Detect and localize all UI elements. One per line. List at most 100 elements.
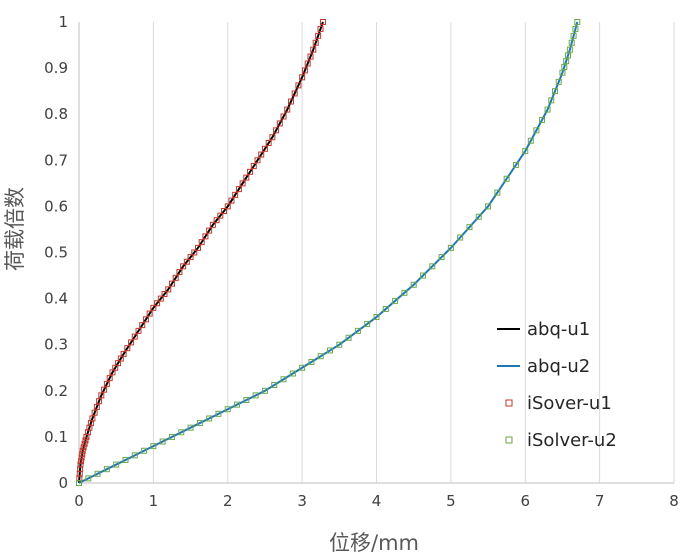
legend: abq-u1 abq-u2 iSover-u1 iSolver-u2 xyxy=(497,319,617,451)
series-marker-isover-u1 xyxy=(284,106,291,113)
legend-swatch-isover-u1 xyxy=(505,399,513,407)
series-marker-isolver-u2 xyxy=(94,470,101,477)
series-marker-isolver-u2 xyxy=(150,443,157,450)
series-marker-isolver-u2 xyxy=(113,461,120,468)
series-marker-isover-u1 xyxy=(154,300,161,307)
series-marker-isover-u1 xyxy=(176,269,183,276)
series-marker-isolver-u2 xyxy=(299,364,306,371)
x-tick-label: 2 xyxy=(223,492,233,510)
series-marker-isover-u1 xyxy=(202,233,209,240)
series-marker-isover-u1 xyxy=(269,134,276,141)
series-marker-isolver-u2 xyxy=(85,475,92,482)
series-marker-isolver-u2 xyxy=(280,376,287,383)
series-marker-isolver-u2 xyxy=(438,254,445,261)
series-marker-isover-u1 xyxy=(124,345,131,352)
series-marker-isolver-u2 xyxy=(187,424,194,431)
series-marker-isover-u1 xyxy=(291,90,298,97)
series-marker-isolver-u2 xyxy=(103,466,110,473)
series-marker-isolver-u2 xyxy=(373,314,380,321)
series-marker-isolver-u2 xyxy=(566,46,573,53)
series-marker-isover-u1 xyxy=(135,327,142,334)
series-marker-isover-u1 xyxy=(273,127,280,134)
series-marker-isolver-u2 xyxy=(494,189,501,196)
series-marker-isover-u1 xyxy=(307,53,314,60)
series-marker-isolver-u2 xyxy=(354,327,361,334)
series-line-abq-u1 xyxy=(78,21,324,484)
y-tick-label: 1 xyxy=(58,13,68,31)
series-marker-isolver-u2 xyxy=(122,456,129,463)
series-marker-isolver-u2 xyxy=(522,148,529,155)
x-axis-title: 位移/mm xyxy=(329,531,419,555)
series-marker-isover-u1 xyxy=(93,403,100,410)
series-marker-isolver-u2 xyxy=(261,387,268,394)
series-marker-isover-u1 xyxy=(172,274,179,281)
series-marker-isover-u1 xyxy=(287,98,294,105)
series-marker-isover-u1 xyxy=(139,322,146,329)
series-marker-isover-u1 xyxy=(165,286,172,293)
series-marker-isolver-u2 xyxy=(568,39,575,46)
series-marker-isolver-u2 xyxy=(538,116,545,123)
series-marker-isolver-u2 xyxy=(457,234,464,241)
y-tick-label: 0.4 xyxy=(44,290,68,308)
series-marker-isolver-u2 xyxy=(168,433,175,440)
series-marker-isolver-u2 xyxy=(555,78,562,85)
series-marker-isover-u1 xyxy=(91,409,98,416)
x-tick-label: 3 xyxy=(297,492,307,510)
series-line-abq-u2 xyxy=(78,21,579,484)
x-tick-label: 6 xyxy=(520,492,530,510)
series-marker-isolver-u2 xyxy=(206,415,213,422)
series-marker-isolver-u2 xyxy=(382,305,389,312)
series-marker-isolver-u2 xyxy=(336,341,343,348)
series-marker-isolver-u2 xyxy=(178,429,185,436)
axis-layer xyxy=(78,22,674,484)
y-tick-label: 0.3 xyxy=(44,336,68,354)
series-marker-isolver-u2 xyxy=(410,281,417,288)
series-marker-isover-u1 xyxy=(131,333,138,340)
series-marker-isolver-u2 xyxy=(533,127,540,134)
series-marker-isolver-u2 xyxy=(559,69,566,76)
series-marker-isover-u1 xyxy=(312,39,319,46)
series-marker-isolver-u2 xyxy=(503,175,510,182)
x-tick-label: 5 xyxy=(446,492,456,510)
series-marker-isover-u1 xyxy=(168,280,175,287)
series-marker-isolver-u2 xyxy=(131,452,138,459)
series-marker-isover-u1 xyxy=(299,74,306,81)
series-marker-isolver-u2 xyxy=(561,63,568,70)
series-marker-isover-u1 xyxy=(319,19,326,25)
series-marker-isover-u1 xyxy=(78,458,85,465)
series-marker-isover-u1 xyxy=(106,375,113,382)
series-marker-isolver-u2 xyxy=(570,32,577,39)
series-marker-isover-u1 xyxy=(79,451,86,458)
series-marker-isolver-u2 xyxy=(572,25,579,32)
y-tick-label: 0.2 xyxy=(44,382,68,400)
legend-label-abq-u2: abq-u2 xyxy=(527,356,590,377)
series-marker-isover-u1 xyxy=(101,386,108,393)
series-marker-isolver-u2 xyxy=(234,401,241,408)
grid-layer xyxy=(152,22,675,483)
y-tick-label: 0.9 xyxy=(44,59,68,77)
series-marker-isover-u1 xyxy=(98,392,105,399)
series-marker-isolver-u2 xyxy=(141,447,148,454)
series-marker-isover-u1 xyxy=(250,163,257,170)
y-tick-label: 0.6 xyxy=(44,197,68,215)
series-marker-isover-u1 xyxy=(310,46,317,53)
y-tick-label: 0 xyxy=(58,474,68,492)
series-marker-isover-u1 xyxy=(82,437,89,444)
series-marker-isolver-u2 xyxy=(364,320,371,327)
series-marker-isover-u1 xyxy=(247,168,254,175)
series-marker-isover-u1 xyxy=(150,304,157,311)
series-marker-isolver-u2 xyxy=(565,52,572,59)
series-marker-isover-u1 xyxy=(79,447,86,454)
series-marker-isolver-u2 xyxy=(345,334,352,341)
y-tick-label: 0.7 xyxy=(44,151,68,169)
series-marker-isover-u1 xyxy=(78,454,85,461)
series-marker-isolver-u2 xyxy=(224,406,231,413)
series-marker-isolver-u2 xyxy=(196,420,203,427)
series-marker-isover-u1 xyxy=(198,239,205,246)
series-marker-isover-u1 xyxy=(206,227,213,234)
series-marker-isover-u1 xyxy=(180,263,187,270)
legend-label-abq-u1: abq-u1 xyxy=(527,319,590,340)
series-marker-isolver-u2 xyxy=(215,410,222,417)
series-marker-isolver-u2 xyxy=(271,382,278,389)
